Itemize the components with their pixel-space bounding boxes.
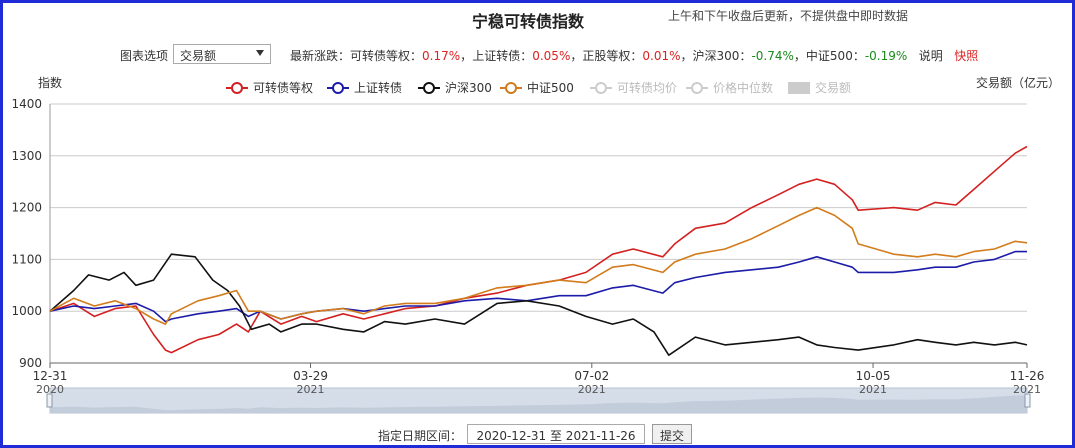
range-slider-handle-left[interactable] (46, 393, 53, 408)
x-tick-year-0: 2020 (36, 383, 64, 396)
chart-option-select[interactable]: 交易额 (173, 44, 271, 64)
date-range-label: 指定日期区间： (378, 429, 463, 443)
legend-swatch-6 (788, 82, 810, 94)
legend-item-0[interactable]: 可转债等权 (226, 80, 313, 95)
legend-item-6[interactable]: 交易额 (788, 80, 851, 95)
snapshot-link[interactable]: 快照 (954, 49, 979, 63)
chevron-down-icon (256, 50, 264, 56)
x-tick-label-2: 07-02 (574, 369, 609, 383)
stat-value-1: 0.05% (532, 49, 571, 63)
legend-marker-3 (505, 82, 517, 94)
stat-name-4: 中证500 (805, 49, 853, 63)
x-tick-year-4: 2021 (1013, 383, 1041, 396)
date-range-input[interactable]: 2020-12-31 至 2021-11-26 (467, 424, 645, 444)
range-slider-preview (50, 395, 1027, 413)
y-tick-label-1000: 1000 (11, 304, 42, 318)
legend-label-4: 可转债均价 (617, 80, 677, 95)
legend-marker-4 (595, 82, 607, 94)
stat-value-4: -0.19% (864, 49, 908, 63)
stat-value-2: 0.01% (642, 49, 681, 63)
legend-item-3[interactable]: 中证500 (500, 80, 574, 95)
legend-label-0: 可转债等权 (253, 80, 313, 95)
legend-marker-1 (332, 82, 344, 94)
y2-axis-title: 交易额（亿元） (976, 75, 1060, 90)
legend-marker-5 (691, 82, 703, 94)
chart-option-value: 交易额 (180, 49, 217, 63)
toolbar: 图表选项 交易额 最新涨跌：可转债等权：0.17%，上证转债：0.05%，正股等… (0, 44, 1069, 66)
legend-label-5: 价格中位数 (713, 80, 773, 95)
legend-label-3: 中证500 (527, 80, 574, 95)
stat-name-2: 正股等权 (582, 49, 631, 63)
y-tick-label-1200: 1200 (11, 201, 42, 215)
x-tick-year-2: 2021 (578, 383, 606, 396)
legend-marker-2 (423, 82, 435, 94)
range-slider-handle-right[interactable] (1024, 393, 1031, 408)
legend-item-4[interactable]: 可转债均价 (590, 80, 677, 95)
y-tick-label-1100: 1100 (11, 252, 42, 266)
legend-item-2[interactable]: 沪深300 (418, 81, 492, 95)
explain-link[interactable]: 说明 (918, 49, 943, 63)
x-tick-label-0: 12-31 (33, 369, 68, 383)
stats-prefix: 最新涨跌： (290, 49, 351, 63)
stat-name-3: 沪深300 (692, 49, 740, 63)
y-tick-label-1400: 1400 (11, 97, 42, 111)
latest-change-stats: 最新涨跌：可转债等权：0.17%，上证转债：0.05%，正股等权：0.01%，沪… (290, 49, 979, 63)
y-axis-title: 指数 (38, 75, 62, 90)
stat-name-1: 上证转债 (472, 49, 521, 63)
legend-item-1[interactable]: 上证转债 (327, 80, 402, 95)
page-title: 宁稳可转债指数 (472, 12, 585, 31)
legend-item-5[interactable]: 价格中位数 (686, 80, 773, 95)
x-tick-year-3: 2021 (859, 383, 887, 396)
series-line-2 (49, 253, 1028, 356)
y-tick-label-1300: 1300 (11, 149, 42, 163)
legend-label-1: 上证转债 (354, 80, 402, 95)
update-note: 上午和下午收盘后更新，不提供盘中即时数据 (668, 9, 909, 23)
chart-option-label: 图表选项 (120, 49, 169, 63)
legend-marker-0 (231, 82, 243, 94)
stat-name-0: 可转债等权 (350, 49, 411, 63)
x-tick-label-1: 03-29 (293, 369, 328, 383)
y-tick-label-900: 900 (19, 356, 42, 370)
legend-label-2: 沪深300 (445, 81, 492, 95)
x-tick-year-1: 2021 (297, 383, 325, 396)
line-chart: 指数 交易额（亿元） 900 1000 1100 1200 1300 1400 12-31 03-… (11, 75, 1060, 414)
stat-value-0: 0.17% (422, 49, 461, 63)
x-tick-label-3: 10-05 (856, 369, 891, 383)
series-line-3 (49, 206, 1028, 325)
legend-label-6: 交易额 (815, 80, 851, 95)
submit-button[interactable]: 提交 (652, 424, 692, 444)
stat-value-3: -0.74% (751, 49, 794, 63)
x-tick-label-4: 11-26 (1010, 369, 1045, 383)
